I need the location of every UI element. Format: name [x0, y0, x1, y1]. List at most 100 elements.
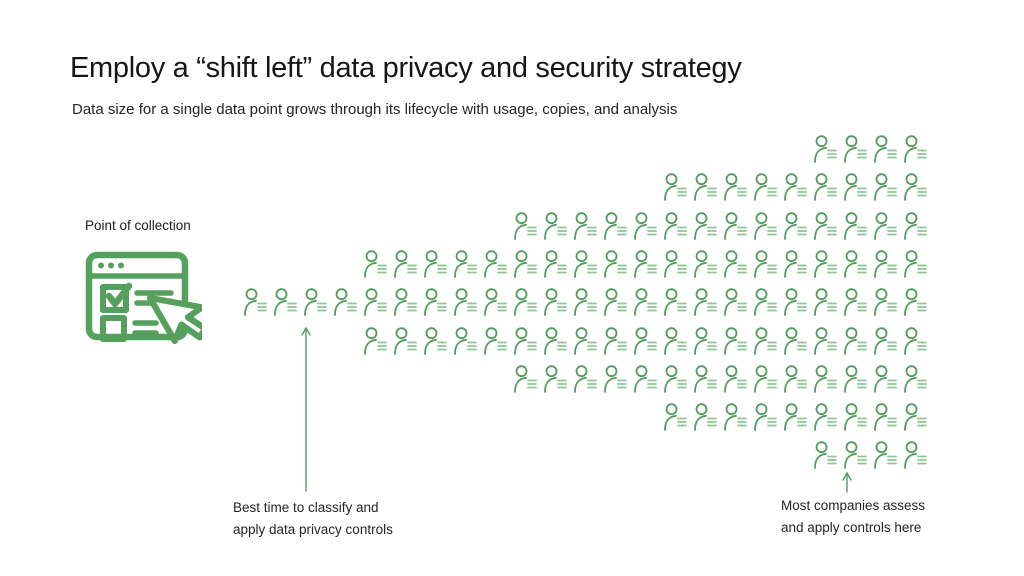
person-data-icon: [874, 326, 897, 355]
most-companies-annotation-line2: and apply controls here: [781, 520, 922, 535]
person-data-icon: [874, 250, 897, 278]
person-data-icon: [454, 250, 477, 278]
person-data-icon: [544, 211, 567, 240]
person-data-icon: [544, 250, 567, 278]
person-data-icon: [604, 250, 627, 278]
person-data-icon: [844, 441, 867, 470]
person-data-icon: [904, 135, 927, 163]
person-data-icon: [754, 288, 777, 317]
person-data-icon: [424, 326, 447, 355]
person-data-icon: [694, 288, 717, 317]
person-data-icon: [274, 288, 297, 317]
person-data-icon: [904, 173, 927, 202]
person-data-icon: [844, 250, 867, 278]
person-data-icon: [784, 250, 807, 278]
person-data-icon: [514, 288, 537, 317]
page-title: Employ a “shift left” data privacy and s…: [70, 52, 742, 84]
browser-collection-icon: [85, 251, 202, 345]
best-time-up-arrow-icon: [301, 327, 311, 492]
person-data-icon: [484, 250, 507, 278]
person-data-icon: [544, 326, 567, 355]
person-data-icon: [694, 403, 717, 431]
person-data-icon: [574, 365, 597, 393]
person-data-icon: [724, 288, 747, 317]
person-data-icon: [904, 250, 927, 278]
person-data-icon: [784, 403, 807, 431]
browser-window-frame: [85, 251, 189, 341]
person-data-icon: [814, 326, 837, 355]
person-data-icon: [574, 211, 597, 240]
icon-row: [812, 441, 928, 470]
icon-row: [662, 403, 928, 431]
person-data-icon: [484, 326, 507, 355]
controls-here-up-arrow-icon: [842, 472, 852, 493]
person-data-icon: [874, 365, 897, 393]
person-data-icon: [574, 326, 597, 355]
person-data-icon: [784, 365, 807, 393]
person-data-icon: [814, 288, 837, 317]
person-data-icon: [814, 173, 837, 202]
person-data-icon: [514, 250, 537, 278]
icon-row: [812, 135, 928, 163]
person-data-icon: [334, 288, 357, 317]
point-of-collection-label: Point of collection: [85, 218, 191, 233]
person-data-icon: [604, 211, 627, 240]
person-data-icon: [634, 365, 657, 393]
person-data-icon: [874, 403, 897, 431]
person-data-icon: [514, 326, 537, 355]
person-data-icon: [904, 211, 927, 240]
person-data-icon: [874, 288, 897, 317]
person-data-icon: [424, 250, 447, 278]
person-data-icon: [814, 250, 837, 278]
person-data-icon: [754, 211, 777, 240]
person-data-icon: [814, 403, 837, 431]
person-data-icon: [814, 211, 837, 240]
person-data-icon: [364, 250, 387, 278]
person-data-icon: [454, 288, 477, 317]
person-icon-grid: [0, 135, 928, 475]
person-data-icon: [844, 403, 867, 431]
person-data-icon: [574, 288, 597, 317]
checkmark-icon: [105, 282, 133, 308]
person-data-icon: [844, 135, 867, 163]
person-data-icon: [784, 288, 807, 317]
person-data-icon: [604, 326, 627, 355]
person-data-icon: [634, 288, 657, 317]
person-data-icon: [304, 288, 327, 317]
person-data-icon: [904, 326, 927, 355]
person-data-icon: [694, 173, 717, 202]
person-data-icon: [784, 326, 807, 355]
person-data-icon: [664, 173, 687, 202]
person-data-icon: [394, 326, 417, 355]
person-data-icon: [604, 365, 627, 393]
empty-checkbox-icon: [100, 315, 127, 342]
person-data-icon: [514, 365, 537, 393]
person-data-icon: [664, 211, 687, 240]
person-data-icon: [664, 250, 687, 278]
person-data-icon: [844, 326, 867, 355]
person-data-icon: [694, 326, 717, 355]
icon-row: [362, 326, 928, 355]
most-companies-annotation: Most companies assess and apply controls…: [781, 495, 925, 539]
person-data-icon: [664, 403, 687, 431]
person-data-icon: [424, 288, 447, 317]
person-data-icon: [904, 365, 927, 393]
person-data-icon: [574, 250, 597, 278]
checked-checkbox-icon: [100, 284, 129, 313]
person-data-icon: [394, 288, 417, 317]
person-data-icon: [724, 211, 747, 240]
person-data-icon: [844, 288, 867, 317]
person-data-icon: [874, 173, 897, 202]
person-data-icon: [754, 173, 777, 202]
person-data-icon: [694, 250, 717, 278]
person-data-icon: [724, 326, 747, 355]
person-data-icon: [244, 288, 267, 317]
person-data-icon: [724, 365, 747, 393]
person-data-icon: [664, 365, 687, 393]
best-time-annotation-line2: apply data privacy controls: [233, 522, 393, 537]
person-data-icon: [904, 288, 927, 317]
person-data-icon: [904, 403, 927, 431]
icon-row: [662, 173, 928, 202]
person-data-icon: [874, 211, 897, 240]
